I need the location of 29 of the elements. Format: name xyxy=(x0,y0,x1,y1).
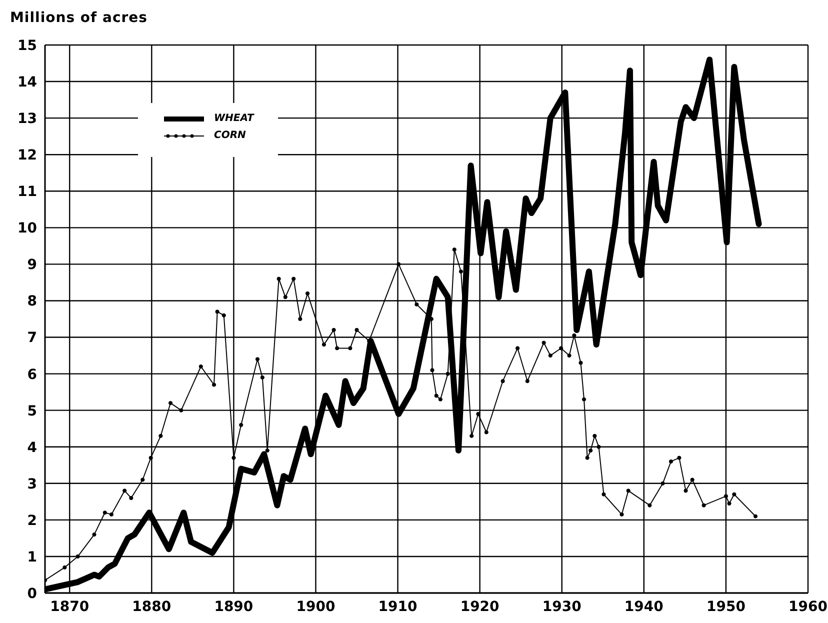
y-tick-label: 3 xyxy=(27,476,37,492)
y-tick-label: 5 xyxy=(27,403,37,420)
x-tick-label: 1880 xyxy=(132,598,172,615)
y-tick-label: 1 xyxy=(27,549,37,566)
legend-label: CORN xyxy=(214,130,246,141)
y-tick-label: 2 xyxy=(27,512,37,529)
y-tick-label: 11 xyxy=(18,184,37,200)
x-tick-label: 1960 xyxy=(788,598,828,615)
x-tick-label: 1950 xyxy=(706,598,746,615)
y-tick-label: 14 xyxy=(18,74,38,91)
y-tick-label: 4 xyxy=(27,440,38,456)
y-tick-label: 8 xyxy=(27,294,37,310)
y-tick-label: 6 xyxy=(27,366,37,383)
y-tick-label: 0 xyxy=(27,586,38,602)
legend-label: WHEAT xyxy=(214,113,254,124)
x-tick-label: 1920 xyxy=(460,598,500,615)
x-tick-label: 1890 xyxy=(214,598,254,615)
y-tick-label: 12 xyxy=(18,148,37,164)
y-tick-label: 15 xyxy=(18,38,37,54)
x-tick-label: 1910 xyxy=(378,598,418,615)
x-tick-label: 1940 xyxy=(624,598,664,615)
y-tick-label: 7 xyxy=(27,330,37,346)
y-axis-title: Millions of acres xyxy=(10,10,148,26)
x-tick-label: 1870 xyxy=(50,598,90,615)
y-tick-label: 10 xyxy=(18,220,38,237)
y-tick-label: 9 xyxy=(27,257,37,274)
x-tick-label: 1900 xyxy=(296,598,336,615)
x-tick-label: 1930 xyxy=(542,598,582,615)
y-tick-label: 13 xyxy=(18,111,37,128)
